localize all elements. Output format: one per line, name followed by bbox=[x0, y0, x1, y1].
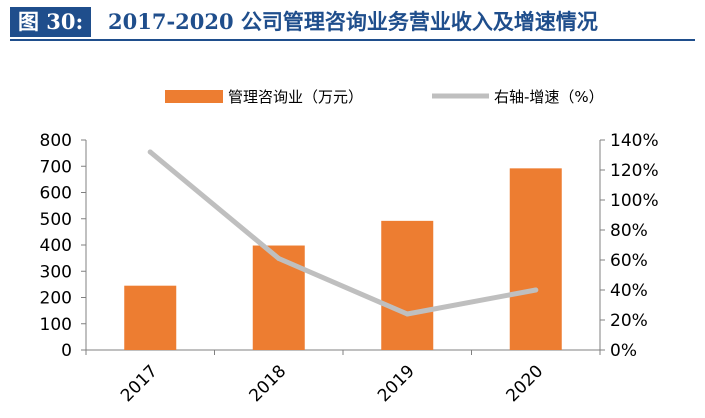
left-axis-tick-label: 800 bbox=[40, 131, 72, 151]
right-axis-tick-label: 40% bbox=[610, 281, 648, 301]
left-axis-tick-label: 700 bbox=[40, 157, 72, 177]
left-axis-tick-label: 200 bbox=[40, 289, 72, 309]
right-axis-tick-label: 60% bbox=[610, 251, 648, 271]
bar-series bbox=[124, 168, 562, 350]
bar-2020 bbox=[509, 168, 562, 350]
growth-point-2018 bbox=[276, 256, 282, 261]
legend-label-line: 右轴-增速（%） bbox=[494, 88, 604, 106]
figure-header: 图 30: 2017-2020 公司管理咨询业务营业收入及增速情况 bbox=[0, 0, 705, 44]
x-axis: 2017 2018 2019 2020 bbox=[85, 349, 601, 406]
x-axis-tick-label: 2019 bbox=[374, 361, 419, 406]
right-y-axis: 0% 20% 40% 60% 80% 100% 120% 140% bbox=[599, 131, 659, 361]
right-axis-tick-label: 140% bbox=[610, 131, 659, 151]
left-axis-tick-label: 100 bbox=[40, 315, 72, 335]
bar-2017 bbox=[124, 285, 177, 350]
figure-number-badge: 图 30: bbox=[10, 7, 92, 37]
line-series bbox=[147, 149, 539, 317]
left-axis-tick-label: 0 bbox=[61, 341, 72, 361]
left-axis-tick-label: 600 bbox=[40, 184, 72, 204]
x-axis-tick-label: 2018 bbox=[246, 361, 291, 406]
growth-point-2019 bbox=[404, 311, 410, 317]
left-axis-tick-label: 400 bbox=[40, 236, 72, 256]
legend-label-bar: 管理咨询业（万元） bbox=[228, 88, 363, 106]
growth-line bbox=[147, 149, 539, 317]
right-axis-tick-label: 0% bbox=[610, 341, 637, 361]
x-axis-tick-label: 2017 bbox=[117, 361, 162, 406]
right-axis-tick-label: 20% bbox=[610, 311, 648, 331]
right-axis-tick-label: 100% bbox=[610, 191, 659, 211]
left-axis-tick-label: 500 bbox=[40, 210, 72, 230]
chart-legend: 管理咨询业（万元） 右轴-增速（%） bbox=[165, 88, 604, 106]
left-y-axis: 0 100 200 300 400 500 600 700 800 bbox=[40, 131, 87, 361]
left-axis-tick-label: 300 bbox=[40, 262, 72, 282]
bar-2018 bbox=[252, 245, 305, 350]
x-axis-tick-label: 2020 bbox=[503, 361, 548, 406]
title-underline bbox=[10, 39, 695, 41]
growth-point-2017 bbox=[147, 149, 153, 155]
legend-swatch-bar bbox=[165, 90, 223, 103]
figure-title: 2017-2020 公司管理咨询业务营业收入及增速情况 bbox=[108, 9, 598, 34]
bar-2019 bbox=[381, 220, 434, 350]
growth-point-2020 bbox=[533, 287, 539, 293]
right-axis-tick-label: 120% bbox=[610, 161, 659, 181]
right-axis-tick-label: 80% bbox=[610, 221, 648, 241]
